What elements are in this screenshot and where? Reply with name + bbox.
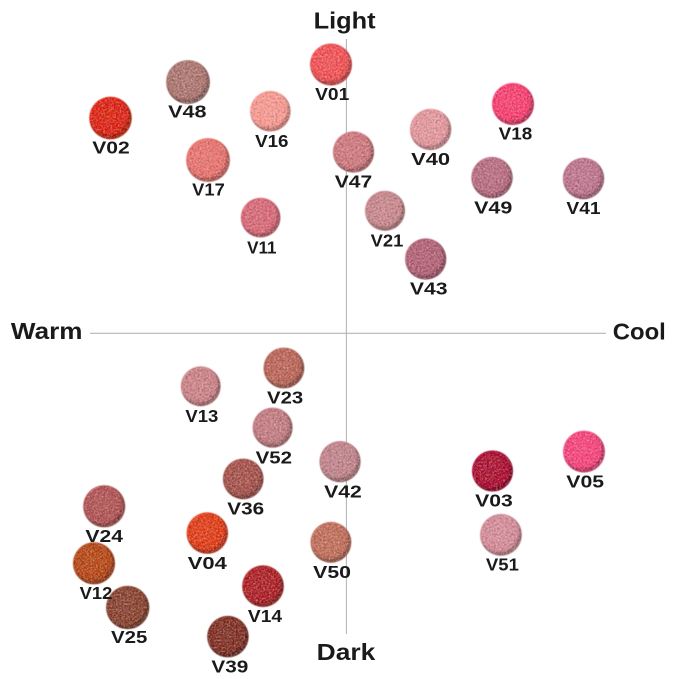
svg-text:Light: Light <box>314 8 376 34</box>
svg-text:V21: V21 <box>371 230 404 250</box>
svg-text:V24: V24 <box>85 526 123 546</box>
svg-text:V13: V13 <box>185 406 218 426</box>
svg-text:V25: V25 <box>111 627 148 647</box>
svg-text:V12: V12 <box>80 583 113 603</box>
svg-text:Warm: Warm <box>11 318 83 344</box>
svg-text:V47: V47 <box>335 172 373 192</box>
svg-text:V52: V52 <box>256 447 293 467</box>
svg-text:V48: V48 <box>168 102 207 122</box>
svg-text:V14: V14 <box>248 606 282 626</box>
svg-text:V11: V11 <box>247 237 277 257</box>
svg-text:V18: V18 <box>499 124 533 144</box>
svg-text:V51: V51 <box>486 555 519 575</box>
svg-text:V40: V40 <box>411 149 450 169</box>
svg-text:V49: V49 <box>474 197 513 217</box>
svg-text:V02: V02 <box>92 138 130 158</box>
svg-text:V03: V03 <box>475 491 513 511</box>
svg-text:Dark: Dark <box>317 639 377 665</box>
svg-text:V16: V16 <box>255 131 289 151</box>
svg-text:V43: V43 <box>410 279 448 299</box>
svg-text:V01: V01 <box>315 84 349 104</box>
svg-text:V17: V17 <box>192 180 225 200</box>
svg-text:V05: V05 <box>566 471 604 491</box>
svg-text:Cool: Cool <box>613 318 666 344</box>
svg-text:V23: V23 <box>267 388 304 408</box>
svg-text:V41: V41 <box>566 198 600 218</box>
svg-text:V36: V36 <box>227 499 264 519</box>
svg-text:V04: V04 <box>188 553 227 573</box>
svg-text:V39: V39 <box>211 656 248 676</box>
svg-text:V42: V42 <box>324 481 362 501</box>
svg-text:V50: V50 <box>313 562 351 582</box>
